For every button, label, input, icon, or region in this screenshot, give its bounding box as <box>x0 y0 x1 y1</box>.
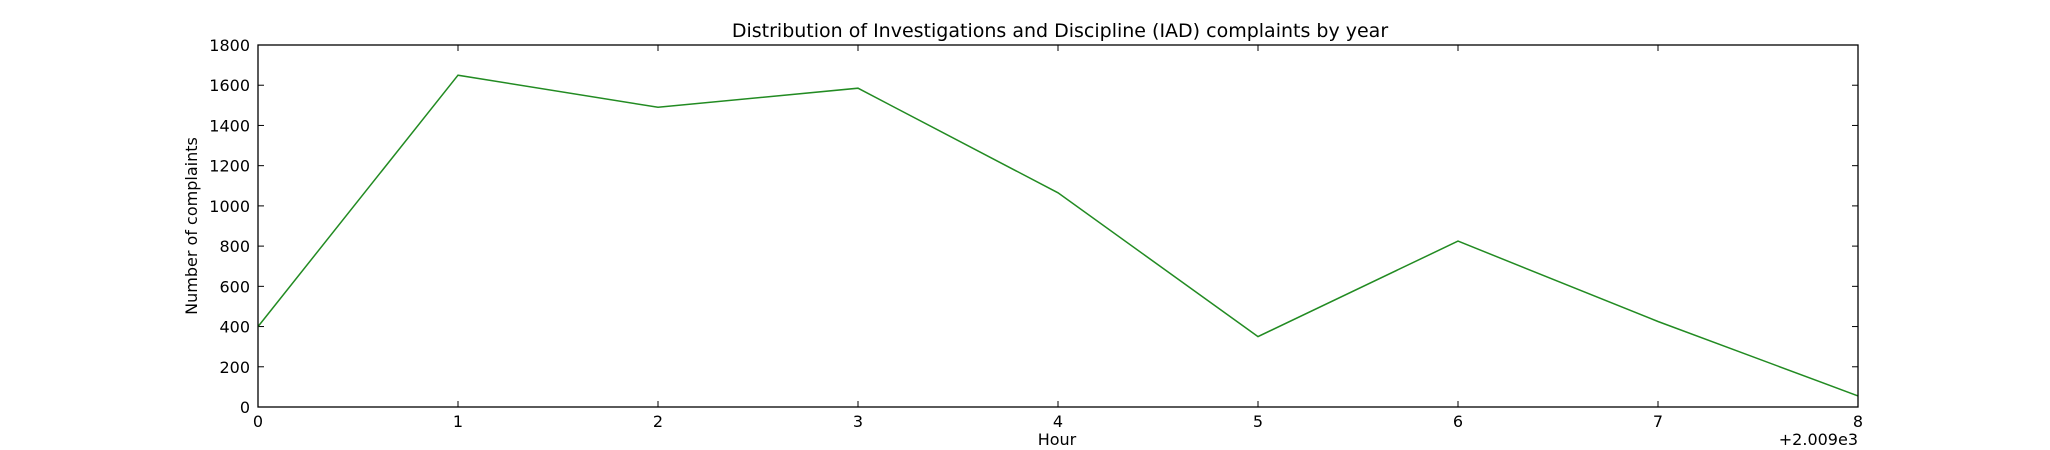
x-tick-label: 7 <box>1653 412 1663 431</box>
x-tick-label: 0 <box>253 412 263 431</box>
x-tick-label: 1 <box>453 412 463 431</box>
y-tick-label: 1800 <box>209 36 250 55</box>
y-tick-label: 1600 <box>209 76 250 95</box>
series-group <box>257 74 1859 397</box>
y-tick-label: 1400 <box>209 116 250 135</box>
y-tick-label: 400 <box>219 318 250 337</box>
plot-frame <box>257 44 1859 408</box>
chart-title: Distribution of Investigations and Disci… <box>732 20 1388 42</box>
x-tick-label: 6 <box>1453 412 1463 431</box>
y-tick-label: 0 <box>240 398 250 417</box>
x-tick-label: 8 <box>1853 412 1863 431</box>
y-tick-label: 1200 <box>209 157 250 176</box>
y-tick-label: 200 <box>219 358 250 377</box>
y-axis-label: Number of complaints <box>182 137 201 315</box>
x-tick-label: 4 <box>1053 412 1063 431</box>
x-tick-label: 3 <box>853 412 863 431</box>
series-line <box>257 74 1859 397</box>
y-tick-label: 800 <box>219 237 250 256</box>
x-tick-label: 2 <box>653 412 663 431</box>
y-axis-ticks: 0 200 400 600 800 1000 1200 1400 1600 1800 <box>209 36 1858 417</box>
x-tick-label: 5 <box>1253 412 1263 431</box>
y-tick-label: 1000 <box>209 197 250 216</box>
y-tick-label: 600 <box>219 277 250 296</box>
x-axis-label: Hour <box>1038 430 1077 449</box>
x-axis-offset-label: +2.009e3 <box>1779 430 1858 449</box>
x-axis-ticks: 0 1 2 3 4 5 6 7 8 <box>253 45 1863 431</box>
